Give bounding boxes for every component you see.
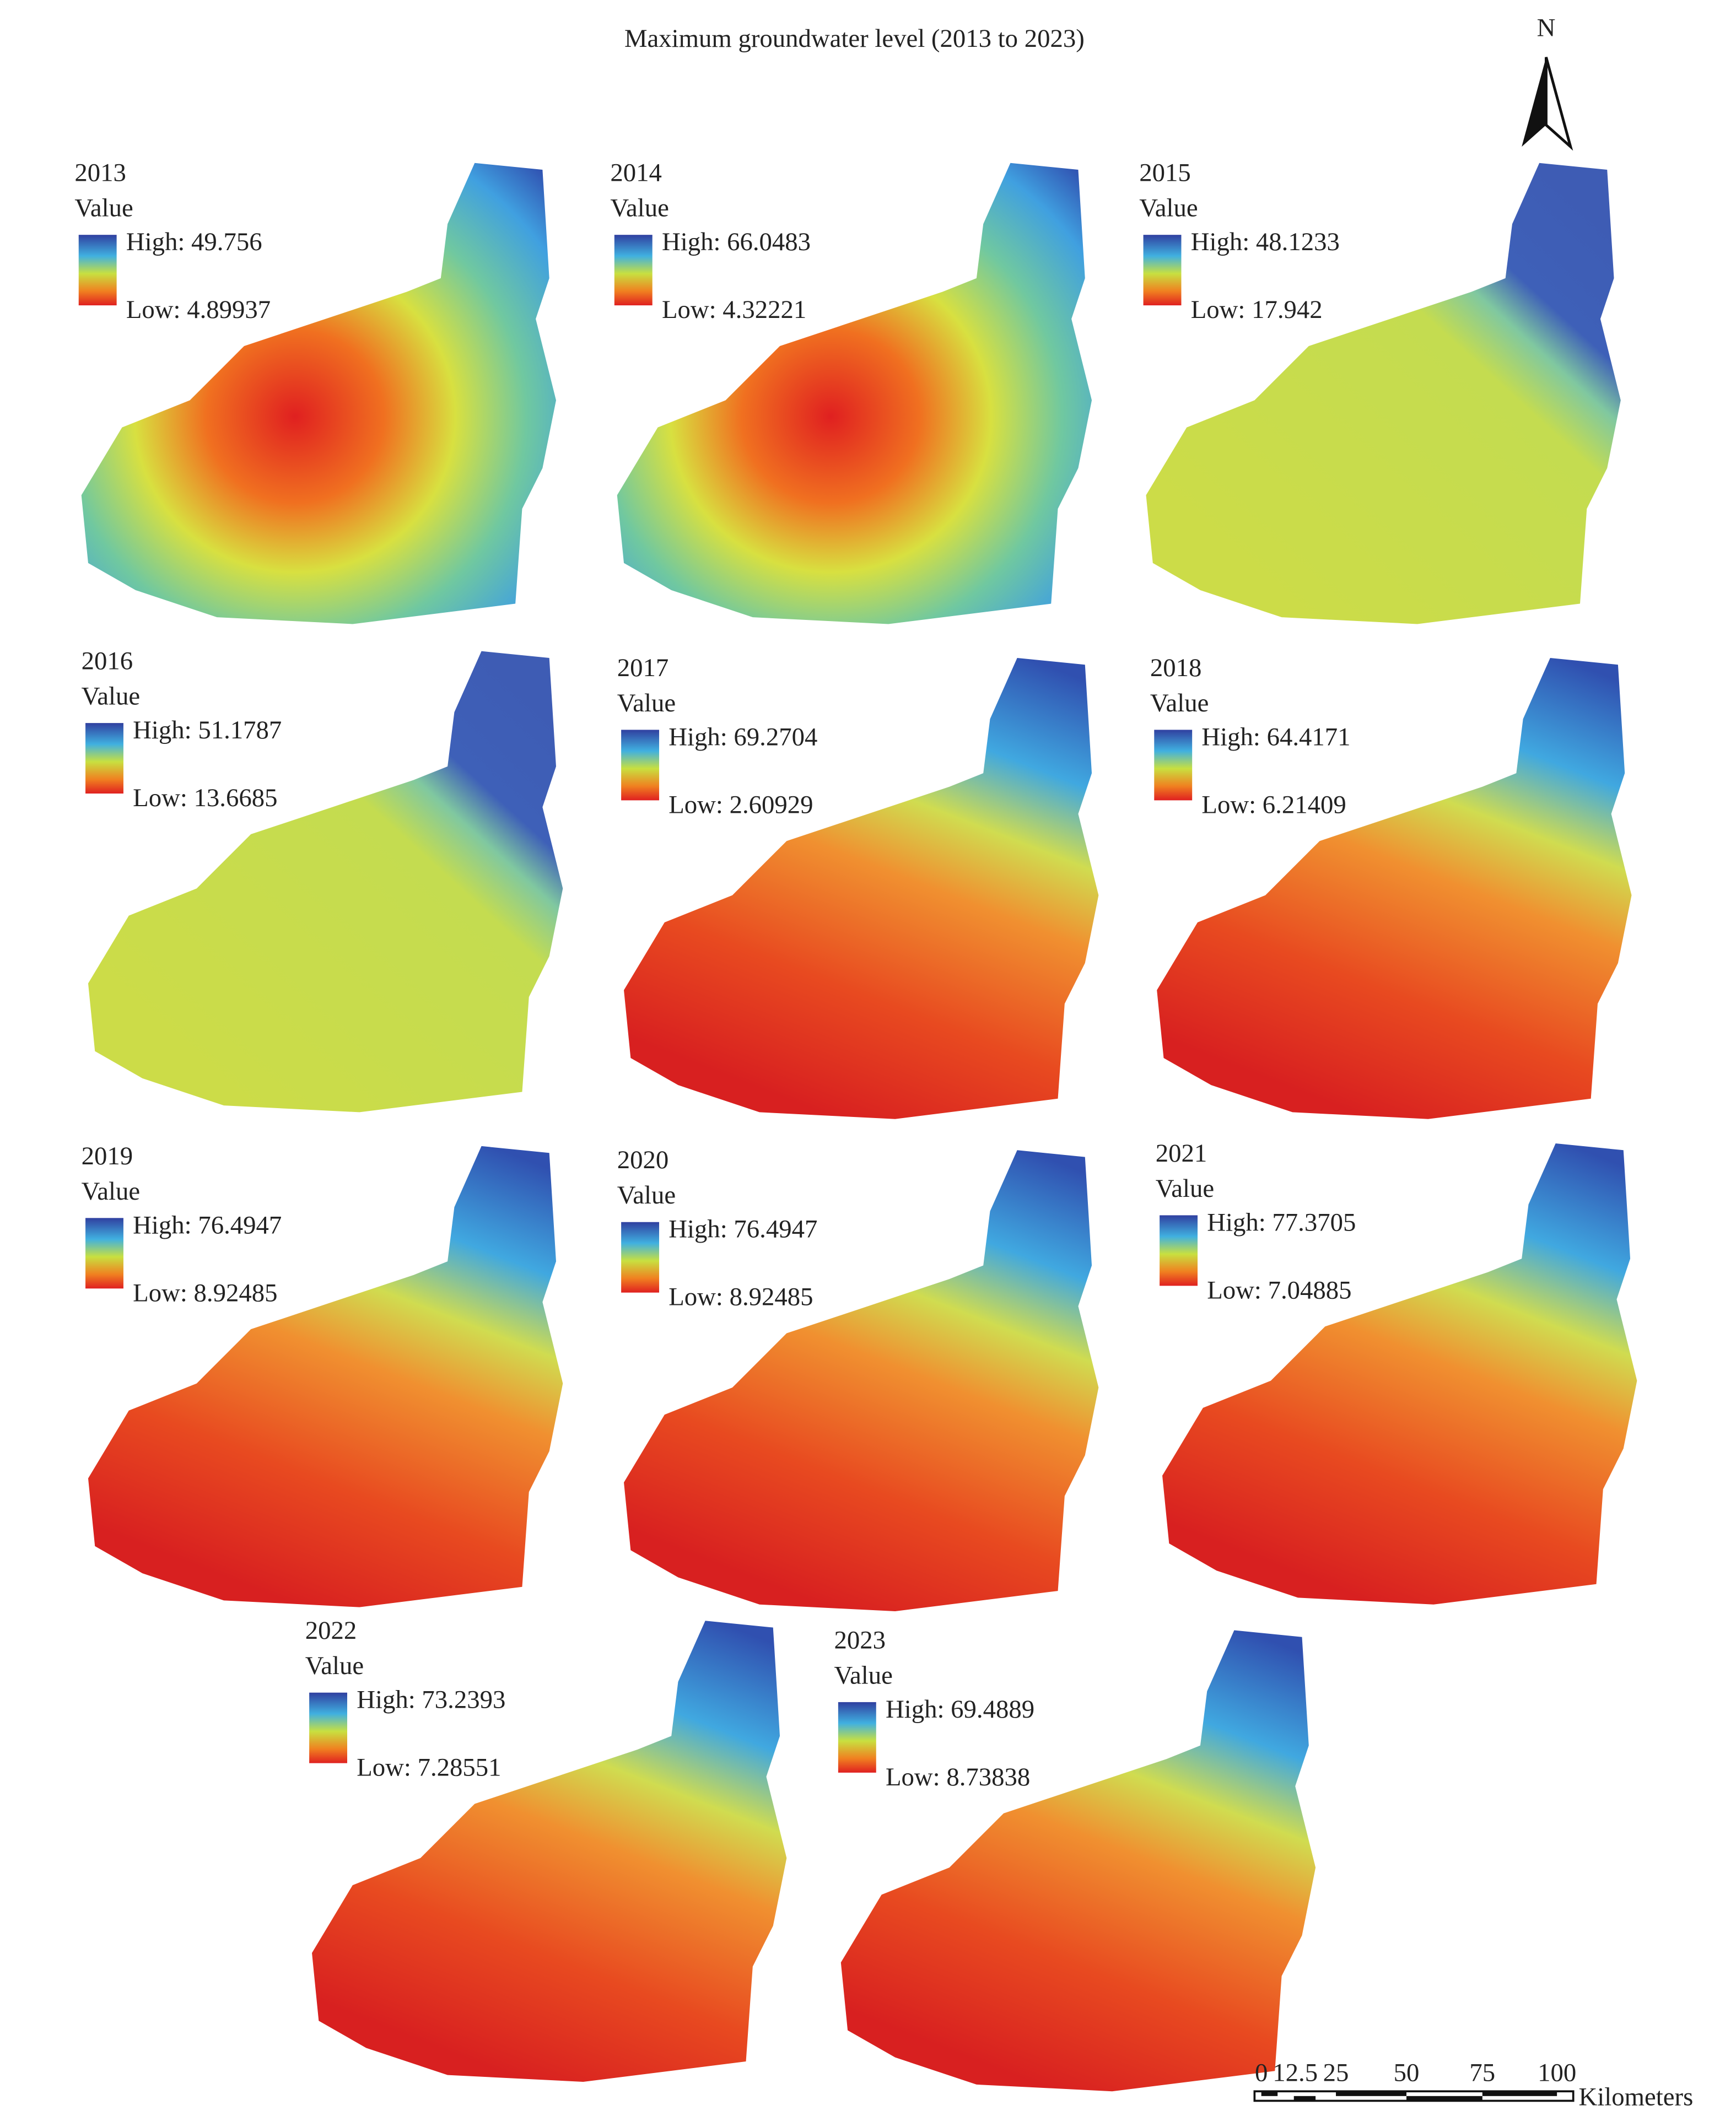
legend-high: High: 69.2704 <box>668 722 817 751</box>
legend-ramp <box>838 1702 876 1773</box>
legend-ramp <box>78 235 117 306</box>
region-map <box>88 651 563 1113</box>
scale-unit: Kilometers <box>1579 2083 1694 2112</box>
legend-ramp <box>1160 1215 1198 1286</box>
year-label: 2018 <box>1150 654 1202 682</box>
scale-tick-label: 12.5 <box>1273 2058 1318 2087</box>
region-map <box>624 657 1099 1119</box>
legend-low: Low: 7.28551 <box>357 1753 501 1782</box>
year-label: 2021 <box>1156 1139 1207 1168</box>
year-label: 2016 <box>82 647 133 676</box>
legend-low: Low: 8.92485 <box>668 1283 813 1311</box>
legend-title: Value <box>82 682 140 711</box>
scale-bar-segment <box>1293 2096 1316 2101</box>
legend-title: Value <box>617 689 676 717</box>
legend-ramp <box>85 723 123 794</box>
legend-ramp <box>1154 730 1193 801</box>
legend-high: High: 77.3705 <box>1207 1208 1356 1237</box>
legend-high: High: 69.4889 <box>886 1695 1034 1724</box>
legend-low: Low: 17.942 <box>1191 295 1323 324</box>
north-label: N <box>1537 13 1556 42</box>
legend-ramp <box>309 1692 347 1763</box>
year-label: 2019 <box>82 1142 133 1170</box>
year-label: 2013 <box>74 159 126 187</box>
legend-title: Value <box>82 1177 140 1206</box>
legend-low: Low: 4.89937 <box>126 295 271 324</box>
scale-bar-segment <box>1482 2091 1557 2096</box>
region-map <box>1162 1143 1637 1605</box>
year-label: 2022 <box>305 1616 357 1645</box>
region-map <box>624 1150 1099 1612</box>
legend-high: High: 76.4947 <box>133 1211 282 1239</box>
legend-high: High: 64.4171 <box>1201 722 1350 751</box>
north-arrow <box>1545 57 1573 151</box>
legend-high: High: 66.0483 <box>662 228 811 256</box>
region-map <box>312 1621 787 2082</box>
legend-low: Low: 8.73838 <box>886 1763 1030 1791</box>
region-map <box>88 1146 563 1607</box>
legend-title: Value <box>617 1181 676 1210</box>
legend-ramp <box>614 235 653 306</box>
scale-tick-label: 0 <box>1255 2058 1268 2087</box>
legend-high: High: 48.1233 <box>1191 228 1340 256</box>
legend-high: High: 73.2393 <box>357 1686 505 1714</box>
legend-ramp <box>85 1218 123 1289</box>
legend-title: Value <box>1150 689 1209 717</box>
legend-ramp <box>621 730 660 801</box>
legend-title: Value <box>1139 194 1198 223</box>
region-map <box>840 1630 1316 2092</box>
legend-low: Low: 6.21409 <box>1201 790 1346 819</box>
legend-title: Value <box>610 194 668 223</box>
scale-bar-segment <box>1336 2091 1406 2096</box>
legend-low: Low: 8.92485 <box>133 1278 277 1307</box>
legend-high: High: 76.4947 <box>668 1215 817 1244</box>
region-map <box>1146 163 1621 624</box>
year-label: 2015 <box>1139 159 1191 187</box>
legend-low: Low: 7.04885 <box>1207 1276 1351 1304</box>
year-label: 2017 <box>617 654 669 682</box>
year-label: 2020 <box>617 1146 669 1174</box>
region-map <box>1157 657 1632 1119</box>
year-label: 2023 <box>834 1626 886 1654</box>
legend-ramp <box>621 1222 660 1293</box>
scale-tick-label: 100 <box>1538 2058 1576 2087</box>
region-map <box>81 163 556 624</box>
legend-title: Value <box>1156 1174 1214 1203</box>
scale-bar <box>1253 2090 1575 2102</box>
legend-high: High: 49.756 <box>126 228 262 256</box>
legend-title: Value <box>74 194 133 223</box>
legend-title: Value <box>305 1651 364 1680</box>
legend-low: Low: 4.32221 <box>662 295 806 324</box>
legend-ramp <box>1143 235 1182 306</box>
scale-tick-label: 50 <box>1394 2058 1420 2087</box>
year-label: 2014 <box>610 159 662 187</box>
scale-bar-segment <box>1261 2091 1278 2096</box>
north-arrow <box>1522 57 1546 147</box>
legend-title: Value <box>834 1661 892 1689</box>
scale-bar-segment <box>1406 2096 1482 2101</box>
legend-high: High: 51.1787 <box>133 716 282 744</box>
legend-low: Low: 13.6685 <box>133 784 277 812</box>
scale-tick-label: 25 <box>1323 2058 1349 2087</box>
legend-low: Low: 2.60929 <box>668 790 813 819</box>
map-title: Maximum groundwater level (2013 to 2023) <box>624 24 1085 53</box>
region-map <box>617 163 1092 624</box>
scale-tick-label: 75 <box>1469 2058 1495 2087</box>
